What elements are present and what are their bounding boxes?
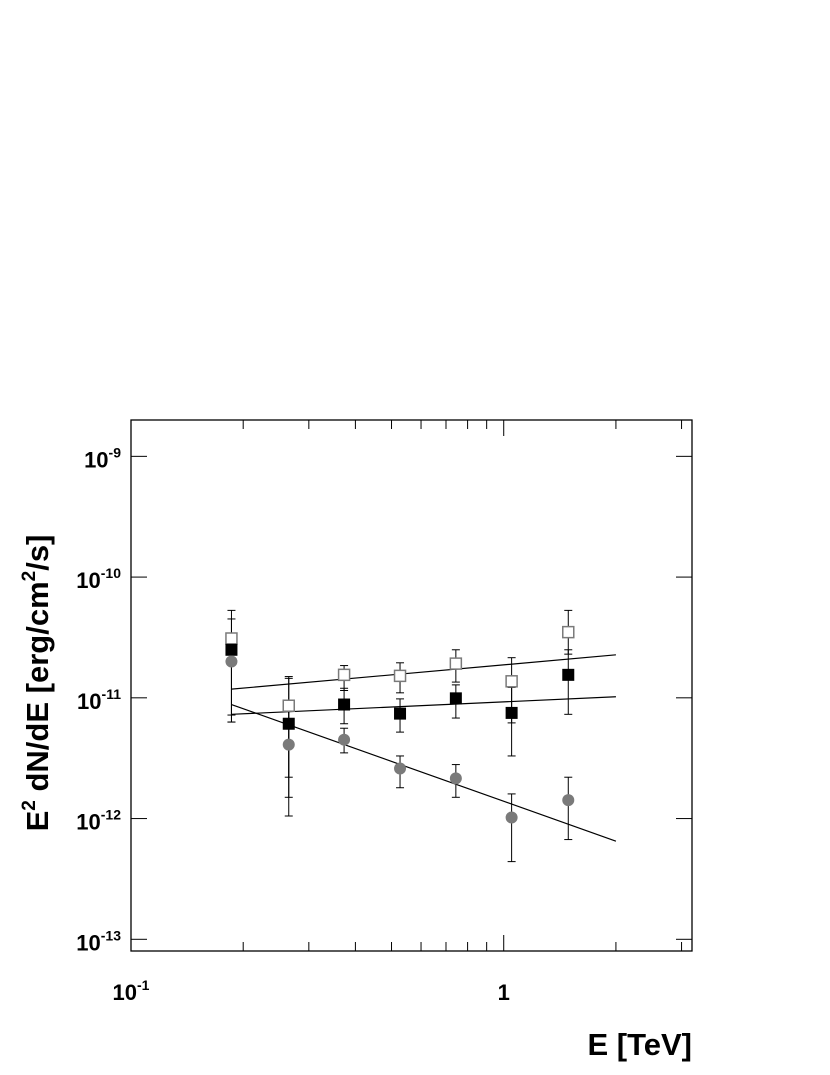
x-tick-label: 10-1 xyxy=(113,977,150,1005)
y-tick-label: 10-12 xyxy=(76,807,121,835)
data-point-circle xyxy=(562,794,575,807)
y-tick-label: 10-9 xyxy=(84,444,121,472)
data-point-open-square xyxy=(505,675,518,688)
data-point-open-square xyxy=(562,625,575,639)
fit-line xyxy=(231,654,616,690)
data-point-circle xyxy=(394,762,407,775)
y-axis-title: E2 dN/dE [erg/cm2/s] xyxy=(19,535,55,832)
data-point-open-square xyxy=(449,657,463,670)
data-point-filled-square xyxy=(562,668,575,681)
data-point-circle xyxy=(282,738,295,751)
y-tick-label: 10-11 xyxy=(77,686,121,714)
data-point-open-square xyxy=(393,669,407,683)
fit-line xyxy=(231,703,617,842)
data-point-filled-square xyxy=(505,706,518,719)
data-point-circle xyxy=(225,655,238,668)
y-tick-label: 10-13 xyxy=(76,927,121,955)
data-point-circle xyxy=(338,733,351,746)
fit-lines xyxy=(231,654,617,842)
data-point-open-square xyxy=(225,632,238,645)
data-point-filled-square xyxy=(449,692,462,705)
data-point-filled-square xyxy=(394,707,407,720)
axis-ticks xyxy=(130,420,692,951)
data-point-open-square xyxy=(282,699,296,712)
data-point-filled-square xyxy=(282,717,295,730)
data-point-filled-square xyxy=(338,698,351,711)
data-markers xyxy=(225,625,575,824)
y-tick-label: 10-10 xyxy=(76,565,121,593)
error-bars xyxy=(227,609,573,863)
x-tick-label: 1 xyxy=(498,980,510,1005)
plot-frame xyxy=(130,419,693,952)
fit-line xyxy=(231,696,616,715)
data-point-circle xyxy=(505,811,518,824)
x-axis-title: E [TeV] xyxy=(588,1027,693,1062)
data-point-filled-square xyxy=(225,643,238,656)
data-point-open-square xyxy=(337,668,351,682)
data-point-circle xyxy=(449,772,462,785)
